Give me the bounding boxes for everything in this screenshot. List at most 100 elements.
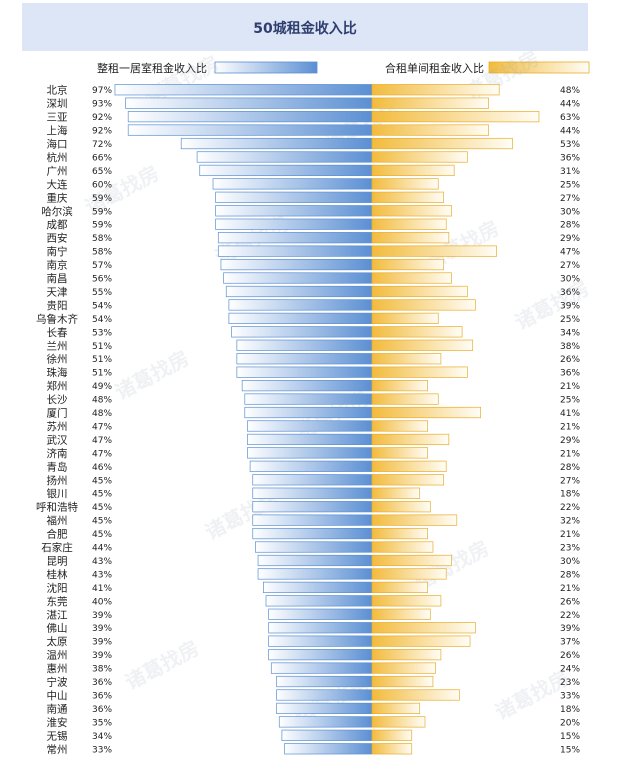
value-label-left: 36% — [92, 691, 112, 701]
city-label: 桂林 — [47, 568, 68, 581]
value-label-left: 51% — [92, 369, 112, 379]
value-label-right: 53% — [560, 140, 580, 150]
value-label-left: 58% — [92, 248, 112, 258]
bar-left — [241, 380, 373, 392]
legend: 整租一居室租金收入比 合租单间租金收入比 — [97, 61, 590, 75]
city-label: 温州 — [47, 650, 68, 662]
value-label-right: 23% — [560, 678, 580, 688]
value-label-left: 54% — [92, 301, 112, 311]
value-label-right: 36% — [560, 153, 580, 163]
city-label: 宁波 — [47, 676, 68, 689]
value-label-left: 45% — [92, 530, 112, 540]
value-label-right: 21% — [560, 584, 580, 594]
value-label-right: 29% — [560, 234, 580, 244]
value-label-right: 26% — [560, 597, 580, 607]
value-label-left: 45% — [92, 476, 112, 486]
bars-right — [371, 84, 540, 755]
city-label: 长沙 — [47, 394, 68, 406]
bar-right — [371, 111, 540, 123]
value-label-left: 56% — [92, 275, 112, 285]
legend-label-right: 合租单间租金收入比 — [385, 61, 484, 75]
value-label-right: 18% — [560, 705, 580, 715]
bars-left — [114, 84, 373, 755]
bar-right — [371, 501, 431, 513]
city-label: 常州 — [47, 743, 68, 756]
value-label-right: 47% — [560, 248, 580, 258]
value-label-right: 34% — [560, 328, 580, 338]
city-label: 呼和浩特 — [36, 502, 78, 514]
bar-left — [278, 716, 373, 728]
value-label-right: 27% — [560, 476, 580, 486]
value-label-right: 41% — [560, 409, 580, 419]
legend-swatch-right — [488, 61, 590, 74]
bar-left — [252, 527, 373, 540]
bar-right — [371, 326, 463, 338]
value-label-right: 48% — [560, 86, 580, 96]
value-label-right: 28% — [560, 221, 580, 231]
value-label-left: 36% — [92, 678, 112, 688]
value-label-left: 45% — [92, 503, 112, 513]
bar-right — [371, 581, 429, 593]
bar-right — [371, 541, 434, 553]
bar-left — [268, 608, 373, 620]
city-label: 重庆 — [47, 191, 68, 204]
bar-right — [371, 474, 444, 486]
bar-left — [236, 339, 373, 351]
bar-right — [371, 124, 489, 136]
value-label-left: 59% — [92, 207, 112, 217]
city-label: 成都 — [47, 219, 68, 231]
value-label-right: 22% — [560, 611, 580, 621]
bar-left — [252, 514, 373, 526]
value-label-left: 40% — [92, 597, 112, 607]
value-label-left: 39% — [92, 611, 112, 621]
legend-swatch-left — [214, 61, 318, 74]
value-label-right: 36% — [560, 288, 580, 298]
value-label-left: 51% — [92, 355, 112, 365]
city-label: 大连 — [47, 178, 68, 191]
bar-right — [371, 178, 439, 190]
value-label-right: 28% — [560, 463, 580, 473]
bar-right — [371, 689, 460, 701]
bar-left — [228, 299, 373, 311]
bar-right — [371, 151, 468, 163]
city-label: 太原 — [47, 635, 68, 648]
value-label-left: 65% — [92, 167, 112, 177]
value-label-left: 36% — [92, 705, 112, 715]
value-label-left: 59% — [92, 194, 112, 204]
city-label: 济南 — [47, 447, 68, 460]
bar-left — [276, 702, 373, 715]
bar-right — [371, 258, 444, 271]
bar-left — [270, 662, 373, 674]
watermark-logo: 诸葛找房 — [121, 636, 203, 695]
city-label: 南通 — [47, 702, 68, 715]
bar-right — [371, 635, 471, 647]
value-label-right: 21% — [560, 530, 580, 540]
value-label-right: 39% — [560, 301, 580, 311]
bar-right — [371, 729, 413, 741]
city-label: 青岛 — [47, 460, 68, 473]
bar-left — [114, 84, 373, 96]
bar-left — [212, 178, 373, 190]
bar-right — [371, 299, 476, 311]
value-label-right: 21% — [560, 382, 580, 392]
value-label-left: 34% — [92, 732, 112, 742]
city-label: 惠州 — [47, 662, 68, 675]
value-label-right: 37% — [560, 638, 580, 648]
bar-left — [247, 420, 373, 432]
bar-left — [244, 393, 373, 405]
value-label-left: 92% — [92, 127, 112, 137]
bar-right — [371, 164, 455, 177]
value-label-left: 45% — [92, 490, 112, 500]
value-label-left: 54% — [92, 315, 112, 325]
bar-right — [371, 608, 431, 620]
bar-left — [199, 164, 373, 177]
value-label-left: 43% — [92, 557, 112, 567]
bar-left — [217, 245, 373, 257]
bar-right — [371, 649, 442, 661]
city-label: 西安 — [47, 232, 68, 245]
bar-right — [371, 84, 500, 96]
value-label-left: 47% — [92, 422, 112, 432]
bar-left — [217, 232, 373, 244]
bar-right — [371, 312, 439, 324]
bar-right — [371, 554, 452, 567]
